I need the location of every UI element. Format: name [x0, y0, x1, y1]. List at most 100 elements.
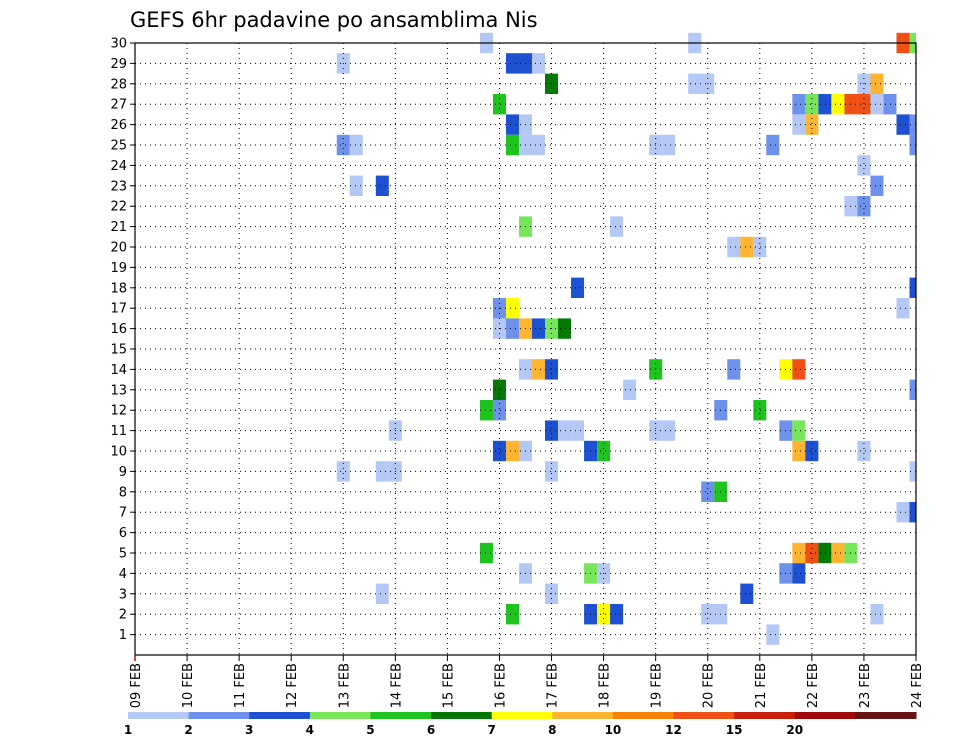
heatmap-cell: [532, 53, 546, 74]
heatmap-cell: [479, 400, 493, 421]
heatmap-cell: [792, 440, 806, 462]
legend-swatch: [612, 712, 675, 719]
x-tick-label: 21 FEB: [754, 663, 769, 708]
x-tick-label: 19 FEB: [650, 663, 665, 708]
x-tick-label: 20 FEB: [702, 663, 717, 708]
heatmap-cell: [505, 53, 519, 74]
heatmap-cell: [375, 175, 389, 196]
legend-swatch: [855, 712, 917, 719]
y-tick-label: 24: [110, 159, 127, 174]
y-tick-label: 7: [119, 506, 127, 521]
legend-label: 2: [184, 723, 192, 737]
heatmap-cell: [545, 420, 559, 441]
x-tick-label: 17 FEB: [546, 663, 561, 708]
heatmap-cell: [492, 94, 506, 115]
y-tick-label: 30: [110, 37, 127, 52]
heatmap-cell: [857, 94, 871, 115]
heatmap-cell: [727, 236, 741, 258]
legend-swatch: [128, 712, 190, 719]
heatmap-cell: [753, 236, 767, 258]
legend-swatch: [188, 712, 250, 719]
heatmap-cell: [857, 155, 871, 176]
x-tick-label: 16 FEB: [493, 663, 508, 708]
heatmap-cell: [505, 440, 519, 462]
heatmap-cell: [805, 114, 819, 135]
y-tick-label: 10: [110, 445, 127, 460]
heatmap-cell: [558, 420, 572, 441]
x-tick-label: 15 FEB: [441, 663, 456, 708]
y-tick-label: 26: [110, 118, 127, 133]
heatmap-cell: [375, 461, 389, 482]
heatmap-cell: [857, 440, 871, 462]
heatmap-cell: [831, 542, 845, 564]
legend-label: 20: [786, 723, 803, 737]
heatmap-cell: [701, 481, 715, 502]
heatmap-cell: [909, 134, 916, 156]
y-tick-label: 17: [110, 302, 127, 317]
x-tick-label: 24 FEB: [910, 663, 925, 708]
y-tick-label: 6: [119, 526, 127, 541]
heatmap-cell: [909, 114, 916, 135]
legend-swatch: [309, 712, 371, 719]
y-axis-ticks: 1234567891011121314151617181920212223242…: [110, 37, 135, 643]
heatmap-cell: [792, 542, 806, 564]
y-tick-label: 12: [110, 404, 127, 419]
heatmap-cell: [909, 277, 916, 298]
heatmap-cell: [896, 114, 910, 135]
heatmap-cell: [505, 134, 519, 156]
chart-title: GEFS 6hr padavine po ansamblima Nis: [130, 8, 538, 32]
heatmap-cells: [336, 32, 916, 645]
legend-label: 3: [245, 723, 253, 737]
heatmap-cell: [349, 134, 363, 156]
x-axis-ticks: 09 FEB 10 FEB 11 FEB 12 FEB 13 FEB 14 FEB 15 F…: [129, 655, 925, 708]
y-tick-label: 28: [110, 77, 127, 92]
heatmap-cell: [766, 134, 780, 156]
legend-swatch: [370, 712, 432, 719]
x-tick-label: 09 FEB: [129, 663, 144, 708]
y-tick-label: 11: [110, 424, 127, 439]
y-tick-label: 4: [119, 567, 127, 582]
heatmap-cell: [753, 400, 767, 421]
heatmap-cell: [375, 583, 389, 604]
y-tick-label: 23: [110, 179, 127, 194]
heatmap-cell: [532, 318, 546, 339]
y-tick-label: 9: [119, 465, 127, 480]
heatmap-cell: [870, 604, 884, 625]
heatmap-cell: [505, 604, 519, 625]
heatmap-cell: [792, 94, 806, 115]
x-tick-label: 12 FEB: [285, 663, 300, 708]
heatmap-cell: [740, 236, 754, 258]
heatmap-cell: [818, 542, 832, 564]
heatmap-cell: [805, 94, 819, 115]
heatmap-cell: [558, 318, 572, 339]
legend-swatch: [431, 712, 493, 719]
heatmap-cell: [571, 277, 585, 298]
legend-label: 1: [124, 723, 132, 737]
y-tick-label: 20: [110, 241, 127, 256]
heatmap-cell: [857, 196, 871, 217]
heatmap-cell: [805, 440, 819, 462]
legend-label: 10: [605, 723, 622, 737]
heatmap-cell: [610, 604, 624, 625]
heatmap-cell: [532, 359, 546, 380]
heatmap-cell: [545, 461, 559, 482]
heatmap-cell: [662, 420, 676, 441]
legend-swatch: [734, 712, 796, 719]
heatmap-cell: [336, 461, 350, 482]
y-tick-label: 19: [110, 261, 127, 276]
y-tick-label: 22: [110, 200, 127, 215]
legend-swatch: [491, 712, 553, 719]
y-tick-label: 3: [119, 587, 127, 602]
heatmap-cell: [492, 400, 506, 421]
heatmap-cell: [349, 175, 363, 196]
heatmap-cell: [740, 583, 754, 604]
y-tick-label: 5: [119, 547, 127, 562]
legend-label: 12: [665, 723, 682, 737]
y-tick-label: 21: [110, 220, 127, 235]
y-tick-label: 15: [110, 343, 127, 358]
heatmap-cell: [792, 114, 806, 135]
x-tick-label: 10 FEB: [181, 663, 196, 708]
heatmap-cell: [532, 134, 546, 156]
heatmap-cell: [818, 94, 832, 115]
x-tick-label: 14 FEB: [389, 663, 404, 708]
